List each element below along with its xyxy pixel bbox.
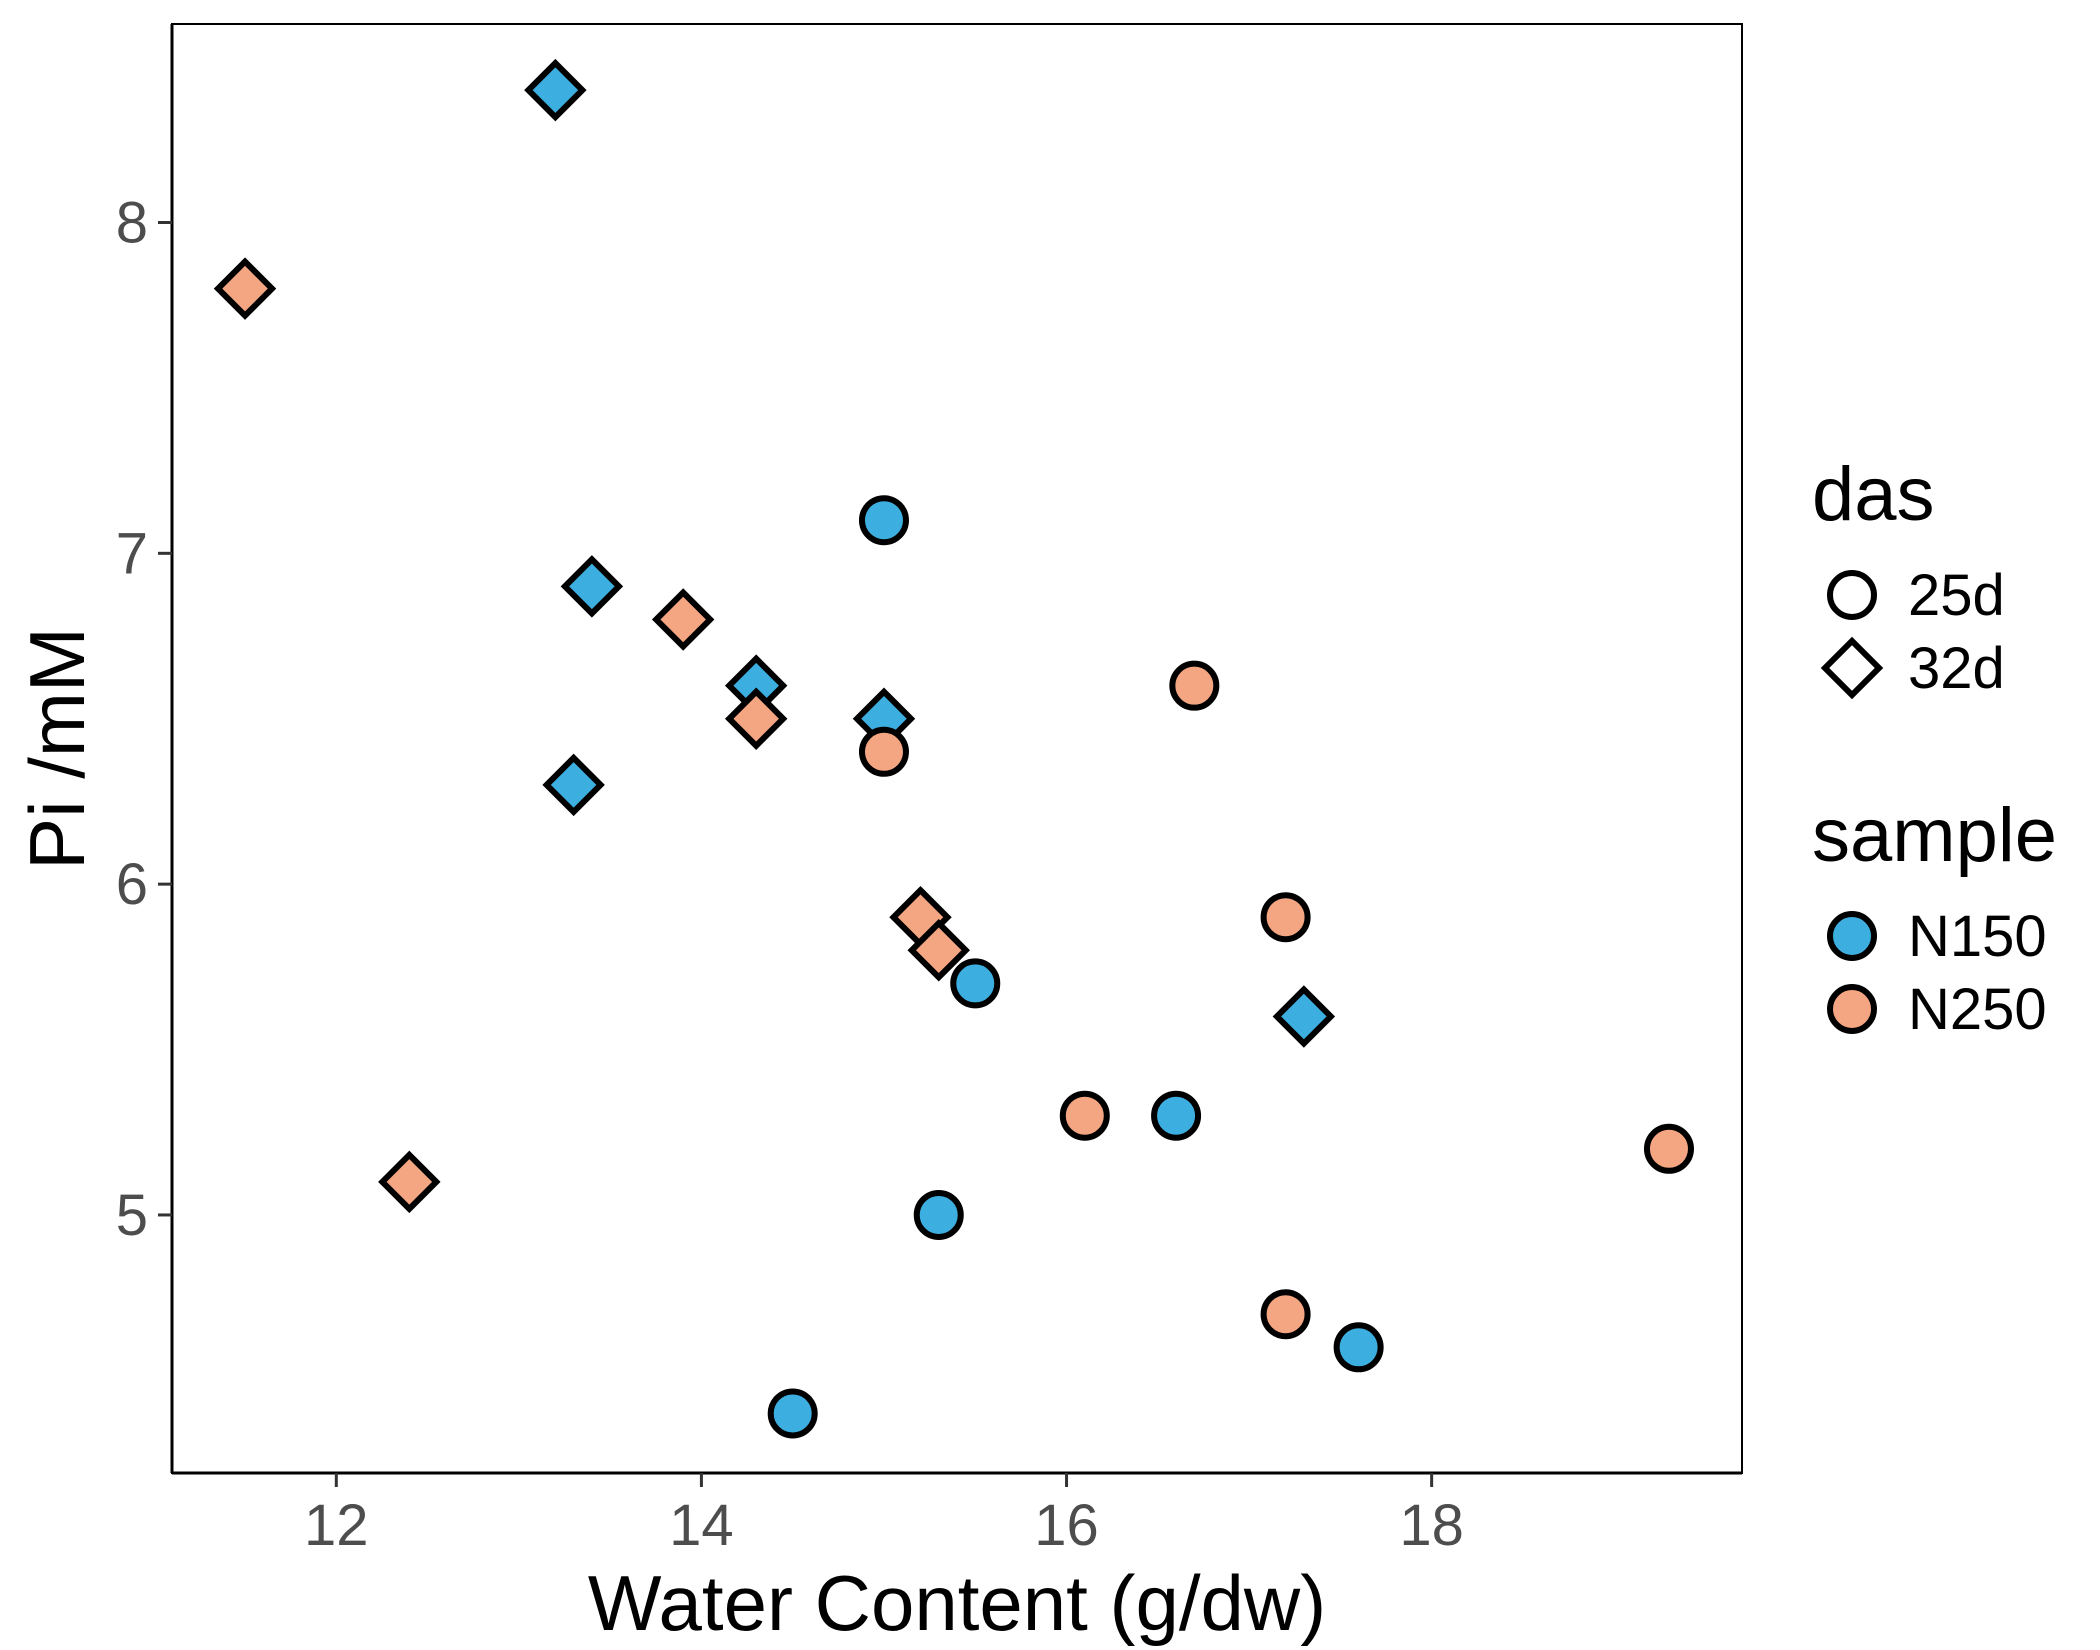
x-tick-label: 12: [304, 1493, 369, 1558]
legend-label: N150: [1908, 904, 2047, 969]
circle-point-n250-25d: [1059, 1090, 1110, 1141]
legend-title: sample: [1812, 793, 2057, 878]
legend-key-25d: [1827, 570, 1877, 620]
circle-point-n150-25d: [913, 1189, 964, 1240]
y-tick-label: 5: [116, 1183, 148, 1248]
circle-point-n150-25d: [767, 1388, 818, 1439]
y-tick-label: 8: [116, 190, 148, 255]
circle-point-n250-25d: [1260, 892, 1311, 943]
circle-point-n250-25d: [858, 726, 909, 777]
legend-label: 25d: [1908, 563, 2005, 628]
x-tick-label: 16: [1034, 1493, 1099, 1558]
legend: das 25d 32d sample N150 N250: [1812, 452, 2057, 1042]
legend-key-32d: [1820, 636, 1884, 700]
data-points: [213, 58, 1694, 1439]
diamond-point-n250-32d: [907, 919, 970, 982]
legend-title: das: [1812, 452, 1935, 537]
legend-label: N250: [1908, 977, 2047, 1042]
plot-panel: [171, 23, 1743, 1474]
legend-key-n150: [1827, 911, 1877, 961]
diamond-point-n250-32d: [213, 257, 277, 320]
x-tick-label: 18: [1399, 1493, 1464, 1558]
circle-point-n150-25d: [950, 958, 1001, 1009]
x-axis-title: Water Content (g/dw): [588, 1559, 1326, 1647]
y-axis-title: Pi /mM: [13, 627, 101, 870]
circle-point-n150-25d: [1151, 1090, 1202, 1141]
diamond-point-n250-32d: [651, 588, 715, 651]
diamond-point-n150-32d: [542, 753, 605, 817]
x-axis-ticks: 12 14 16 18: [304, 1473, 1464, 1558]
diamond-point-n250-32d: [724, 687, 788, 750]
legend-label: 32d: [1908, 636, 2005, 701]
y-tick-label: 7: [116, 521, 148, 586]
y-tick-label: 6: [116, 852, 148, 917]
legend-key-n250: [1827, 984, 1877, 1034]
diamond-point-n150-32d: [524, 58, 587, 122]
diamond-point-n250-32d: [378, 1150, 441, 1214]
circle-point-n250-25d: [1260, 1289, 1311, 1340]
y-axis-ticks: 5 6 7 8: [116, 190, 172, 1248]
circle-point-n250-25d: [1169, 660, 1220, 711]
diamond-point-n150-32d: [560, 555, 624, 618]
x-tick-label: 14: [669, 1493, 734, 1558]
circle-point-n150-25d: [1333, 1322, 1384, 1373]
circle-point-n150-25d: [858, 495, 909, 546]
circle-point-n250-25d: [1643, 1123, 1694, 1174]
diamond-point-n150-32d: [1272, 985, 1336, 1048]
